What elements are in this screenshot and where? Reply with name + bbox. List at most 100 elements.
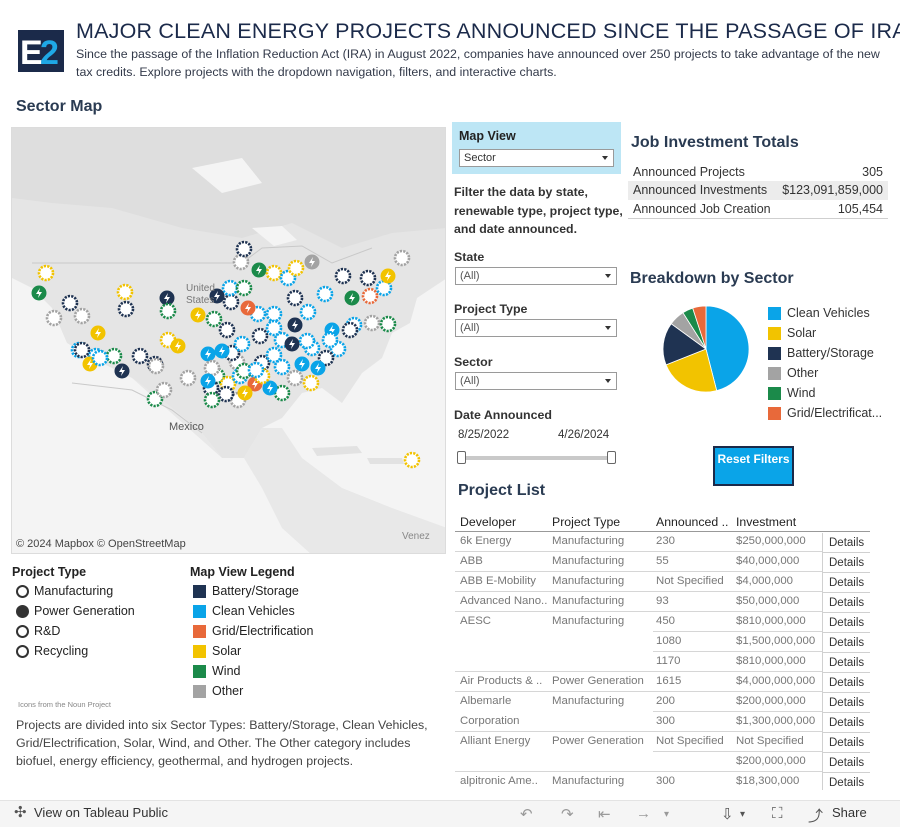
project-marker[interactable] xyxy=(61,294,79,312)
project-marker[interactable] xyxy=(265,346,283,364)
details-button[interactable]: Details xyxy=(822,693,870,713)
project-marker[interactable] xyxy=(159,302,177,320)
project-marker[interactable] xyxy=(37,264,55,282)
share-icon[interactable]: ⤴ xyxy=(808,808,824,825)
project-marker[interactable] xyxy=(45,309,63,327)
details-button[interactable]: Details xyxy=(822,573,870,593)
redo-icon[interactable]: ↷ xyxy=(561,806,574,823)
date-slider-end-handle[interactable] xyxy=(607,451,616,464)
project-marker[interactable] xyxy=(393,249,411,267)
project-marker[interactable] xyxy=(205,310,223,328)
details-button[interactable]: Details xyxy=(822,753,870,773)
project-marker[interactable] xyxy=(147,357,165,375)
project-marker[interactable] xyxy=(203,359,221,377)
date-slider-start-handle[interactable] xyxy=(457,451,466,464)
project-marker[interactable] xyxy=(298,332,316,350)
project-marker[interactable] xyxy=(73,307,91,325)
fullscreen-icon[interactable]: ⛶ xyxy=(772,805,783,822)
breakdown-legend-item[interactable]: Clean Vehicles xyxy=(768,306,893,322)
project-marker[interactable] xyxy=(232,253,250,271)
column-header-project-type[interactable]: Project Type xyxy=(552,515,621,529)
project-marker[interactable] xyxy=(302,374,320,392)
reset-filters-button[interactable]: Reset Filters xyxy=(713,446,794,486)
project-marker[interactable] xyxy=(155,381,173,399)
project-marker[interactable] xyxy=(222,293,240,311)
details-button[interactable]: Details xyxy=(822,713,870,733)
sector-map[interactable] xyxy=(11,127,446,554)
more-options-icon[interactable]: ▾ xyxy=(664,809,670,820)
project-marker[interactable] xyxy=(73,341,91,359)
date-slider-track[interactable] xyxy=(462,456,612,460)
pie-slice[interactable] xyxy=(665,348,718,393)
project-list-table[interactable]: Developer Project Type Announced .. Inve… xyxy=(455,511,870,790)
project-marker[interactable] xyxy=(218,321,236,339)
breakdown-legend-item[interactable]: Grid/Electrificat... xyxy=(768,406,893,422)
breakdown-legend-item[interactable]: Solar xyxy=(768,326,893,342)
project-marker[interactable] xyxy=(235,240,253,258)
details-button[interactable]: Details xyxy=(822,653,870,673)
project-marker[interactable] xyxy=(379,315,397,333)
project-marker[interactable] xyxy=(341,321,359,339)
project-marker[interactable] xyxy=(273,358,291,376)
date-end[interactable]: 4/26/2024 xyxy=(558,429,610,441)
project-marker[interactable] xyxy=(334,267,352,285)
project-marker[interactable] xyxy=(321,331,339,349)
project-marker[interactable] xyxy=(233,335,251,353)
project-marker[interactable] xyxy=(286,289,304,307)
project-marker[interactable] xyxy=(116,283,134,301)
project-marker[interactable] xyxy=(265,305,283,323)
project-marker[interactable] xyxy=(265,264,283,282)
view-on-tableau-public-link[interactable]: View on Tableau Public xyxy=(34,805,168,820)
map-attribution[interactable]: © 2024 Mapbox © OpenStreetMap xyxy=(16,538,186,550)
project-marker[interactable] xyxy=(359,269,377,287)
project-marker[interactable] xyxy=(317,349,335,367)
project-marker[interactable] xyxy=(146,390,164,408)
details-button[interactable]: Details xyxy=(822,553,870,573)
project-marker[interactable] xyxy=(235,279,253,297)
pie-slice[interactable] xyxy=(705,305,750,392)
project-marker[interactable] xyxy=(91,349,109,367)
download-icon[interactable]: ⇩ xyxy=(721,806,734,823)
column-header-developer[interactable]: Developer xyxy=(460,515,517,529)
project-marker[interactable] xyxy=(286,369,304,387)
project-marker[interactable] xyxy=(287,259,305,277)
breakdown-legend-item[interactable]: Other xyxy=(768,366,893,382)
project-marker[interactable] xyxy=(299,303,317,321)
pie-slice[interactable] xyxy=(692,305,707,350)
sector-filter-dropdown[interactable]: (All) xyxy=(455,372,617,390)
project-marker[interactable] xyxy=(203,391,221,409)
state-filter-dropdown[interactable]: (All) xyxy=(455,267,617,285)
details-button[interactable]: Details xyxy=(822,633,870,653)
download-menu-icon[interactable]: ▾ xyxy=(740,809,746,820)
column-header-announced[interactable]: Announced .. xyxy=(656,515,729,529)
project-marker[interactable] xyxy=(403,451,421,469)
share-button[interactable]: Share xyxy=(832,805,867,820)
column-header-investment[interactable]: Investment xyxy=(736,515,797,529)
project-marker[interactable] xyxy=(179,369,197,387)
details-button[interactable]: Details xyxy=(822,593,870,613)
project-marker[interactable] xyxy=(131,347,149,365)
map-view-dropdown[interactable]: Sector xyxy=(459,149,614,167)
project-marker[interactable] xyxy=(316,285,334,303)
project-marker[interactable] xyxy=(117,300,135,318)
project-type-filter-dropdown[interactable]: (All) xyxy=(455,319,617,337)
project-marker[interactable] xyxy=(361,287,379,305)
revert-icon[interactable]: ⇤ xyxy=(598,806,611,823)
project-marker[interactable] xyxy=(265,319,283,337)
date-start[interactable]: 8/25/2022 xyxy=(458,429,510,441)
project-marker[interactable] xyxy=(105,347,123,365)
details-button[interactable]: Details xyxy=(822,613,870,633)
details-button[interactable]: Details xyxy=(822,533,870,553)
breakdown-legend-item[interactable]: Battery/Storage xyxy=(768,346,893,362)
refresh-icon[interactable]: → xyxy=(636,805,651,822)
breakdown-legend-item[interactable]: Wind xyxy=(768,386,893,402)
project-marker[interactable] xyxy=(363,314,381,332)
sector-pie-chart[interactable] xyxy=(660,303,752,395)
project-marker[interactable] xyxy=(217,385,235,403)
details-button[interactable]: Details xyxy=(822,773,870,790)
undo-icon[interactable]: ↶ xyxy=(520,806,533,823)
details-button[interactable]: Details xyxy=(822,733,870,753)
details-button[interactable]: Details xyxy=(822,673,870,693)
project-marker[interactable] xyxy=(251,327,269,345)
project-marker[interactable] xyxy=(247,361,265,379)
